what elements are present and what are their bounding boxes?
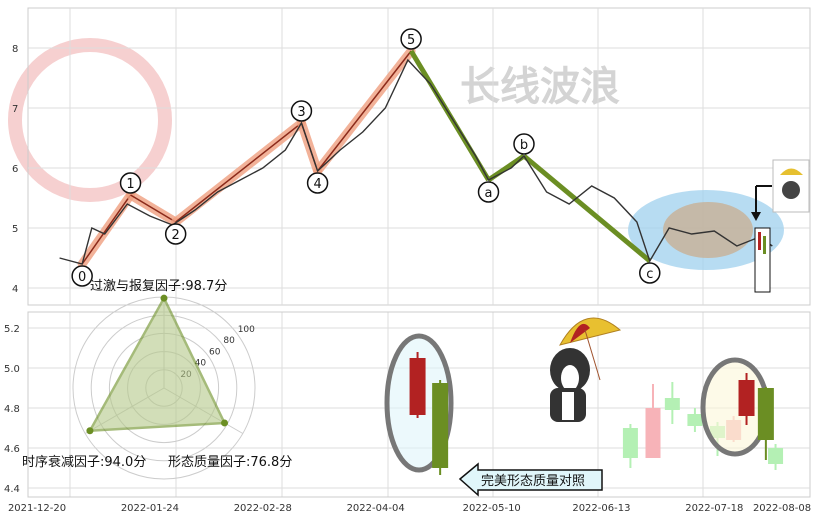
wave-point-circle xyxy=(119,172,142,194)
y-tick-label: 4 xyxy=(12,284,18,295)
wave-point-label: 3 xyxy=(297,105,305,120)
wave-point-circle xyxy=(477,181,500,203)
wave-segment xyxy=(522,154,652,263)
dog-umbrella-icon xyxy=(550,317,622,422)
x-tick-label: 2022-07-18 xyxy=(685,503,743,514)
y-tick-label: 5.0 xyxy=(4,364,20,375)
x-tick-label: 2022-02-28 xyxy=(234,503,292,514)
price-line xyxy=(59,58,773,265)
wave-segment xyxy=(316,50,412,172)
radar-area xyxy=(87,295,227,433)
wave-point-label: 4 xyxy=(313,177,321,192)
wave-segment xyxy=(81,194,132,265)
inset-down-candle xyxy=(763,236,766,254)
wave-point-label: a xyxy=(485,186,493,201)
wave-point-circle xyxy=(164,223,187,245)
radar-vertex xyxy=(221,419,229,427)
faded-candle xyxy=(645,408,661,458)
radar-chart: 20406080100过激与报复因子:98.7分形态质量因子:76.8分时序衰减… xyxy=(22,279,292,480)
radar-ring-label: 60 xyxy=(209,347,221,357)
umbrella-thumbnail-icon xyxy=(780,168,803,175)
faded-candle xyxy=(622,428,638,458)
faded-candle xyxy=(664,398,680,410)
annotation-callout: 完美形态质量对照 xyxy=(458,462,603,497)
x-tick-label: 2022-04-04 xyxy=(347,503,405,514)
wave-point-label: 1 xyxy=(126,177,134,192)
radar-axis-label: 形态质量因子:76.8分 xyxy=(168,455,292,470)
x-tick-label: 2022-08-08 xyxy=(753,503,811,514)
price-chart-grid: 4 5 6 7 8 xyxy=(12,7,811,497)
wave-point-label: c xyxy=(646,267,653,282)
inset-up-candle xyxy=(758,232,761,250)
y-tick-label: 7 xyxy=(12,104,18,115)
y-tick-label: 4.6 xyxy=(4,444,20,455)
highlight-candles xyxy=(409,352,774,475)
current-candle xyxy=(738,380,755,416)
current-zone-core xyxy=(663,202,753,258)
plot-border xyxy=(27,7,811,306)
watermark-seal-icon xyxy=(8,38,172,202)
y-tick-label: 6 xyxy=(12,164,18,175)
current-zone-highlight xyxy=(628,190,784,270)
plot-border xyxy=(27,311,811,498)
wave-point-label: 0 xyxy=(78,270,86,285)
wave-point-circle xyxy=(290,100,313,122)
wave-point-circle xyxy=(513,133,535,155)
x-tick-label: 2021-12-20 xyxy=(8,503,66,514)
x-tick-label: 2022-06-13 xyxy=(572,503,630,514)
left-arrow-icon xyxy=(458,462,603,497)
wave-point-label: 2 xyxy=(172,228,180,243)
dog-thumbnail-head xyxy=(782,181,800,199)
y-tick-label: 5 xyxy=(12,224,18,235)
wave-segment xyxy=(175,122,302,223)
wave-point-circle xyxy=(71,265,93,287)
x-tick-label: 2022-01-24 xyxy=(121,503,179,514)
x-tick-label: 2022-05-10 xyxy=(463,503,521,514)
wave-segment xyxy=(487,153,526,183)
watermark-text: 长线波浪 xyxy=(460,64,620,110)
current-pattern-ellipse xyxy=(700,357,770,457)
radar-ring-label: 80 xyxy=(223,336,235,346)
annotation-text: 完美形态质量对照 xyxy=(481,474,585,489)
wave-point-label: 5 xyxy=(407,33,415,48)
arrow-head xyxy=(751,212,761,221)
inset-marker xyxy=(751,159,810,293)
wave-point-circle xyxy=(639,262,661,284)
radar-ring-label: 40 xyxy=(195,359,207,369)
faded-candle xyxy=(687,414,703,426)
y-tick-label: 5.2 xyxy=(4,324,20,335)
radar-ring-label: 100 xyxy=(238,325,255,335)
reference-candle xyxy=(409,358,426,415)
current-candle xyxy=(757,388,774,440)
reference-candle xyxy=(432,383,449,468)
radar-vertex xyxy=(86,427,94,435)
wave-point-label: b xyxy=(520,138,528,153)
wave-segment xyxy=(130,194,177,223)
y-tick-label: 4.8 xyxy=(4,404,20,415)
background-layer: 长线波浪 xyxy=(8,38,620,202)
inset-box xyxy=(754,227,771,293)
radar-vertex xyxy=(160,294,168,302)
wave-point-circle xyxy=(306,172,329,194)
faded-candle xyxy=(768,448,784,464)
radar-axis-label: 时序衰减因子:94.0分 xyxy=(22,454,146,470)
wave-point-markers: 0 1 2 3 4 5 a b c xyxy=(71,28,661,287)
price-series-line xyxy=(59,58,773,265)
y-tick-label: 8 xyxy=(12,44,18,55)
wave-point-circle xyxy=(400,28,422,50)
radar-axis-label: 过激与报复因子:98.7分 xyxy=(90,279,227,294)
y-tick-label: 4.4 xyxy=(4,484,20,495)
